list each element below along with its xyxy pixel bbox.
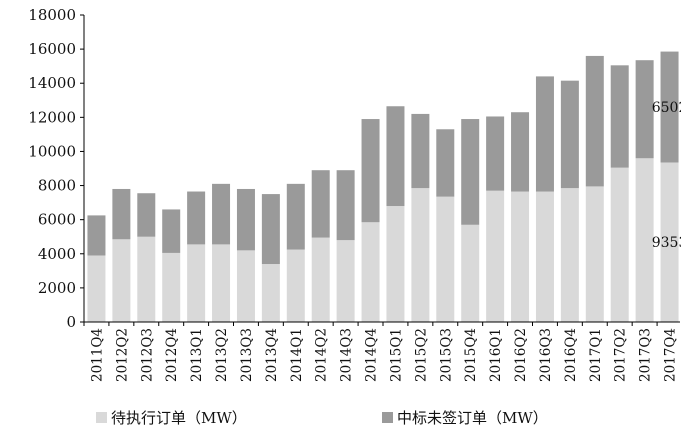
x-tick-label: 2016Q4: [563, 328, 579, 382]
x-tick-label: 2015Q1: [388, 328, 404, 382]
y-tick-label: 12000: [28, 108, 76, 126]
bar-pending-2013Q4: [261, 264, 280, 322]
bar-won-unsigned-2012Q3: [137, 193, 156, 237]
x-tick-label: 2013Q4: [264, 328, 280, 382]
bar-pending-2015Q1: [386, 206, 405, 322]
bar-won-unsigned-2013Q1: [187, 191, 206, 245]
legend-swatch-1: [382, 412, 393, 423]
y-tick-label: 14000: [28, 74, 76, 92]
x-tick-label: 2013Q2: [214, 328, 230, 382]
y-tick-label: 4000: [38, 245, 76, 263]
y-tick-label: 6000: [38, 211, 76, 229]
x-tick-label: 2012Q3: [139, 328, 155, 382]
bar-won-unsigned-2013Q2: [212, 183, 231, 245]
bars-layer: [87, 51, 679, 322]
x-tick-label: 2013Q1: [189, 328, 205, 382]
axes-layer: 0 2000 4000 6000 8000 10000 12000 14000 16000 180…: [28, 6, 681, 382]
bar-pending-2013Q2: [212, 244, 231, 322]
x-tick-label: 2014Q2: [314, 328, 330, 382]
bar-won-unsigned-2011Q4: [87, 215, 106, 256]
x-tick-label: 2017Q2: [613, 328, 629, 382]
bar-pending-2012Q4: [162, 252, 181, 322]
bar-won-unsigned-2013Q3: [236, 188, 255, 251]
bar-pending-2012Q3: [137, 236, 156, 322]
x-tick-label: 2016Q3: [538, 328, 554, 382]
bar-pending-2017Q2: [610, 167, 629, 322]
bar-won-unsigned-2015Q3: [436, 129, 455, 197]
bar-pending-2015Q3: [436, 196, 455, 322]
bar-won-unsigned-2016Q3: [535, 76, 554, 192]
x-tick-label: 2017Q4: [663, 328, 679, 382]
bar-pending-2017Q4: [660, 162, 679, 322]
x-tick-label: 2015Q2: [413, 328, 429, 382]
data-label: 6502: [652, 100, 681, 116]
data-label: 9353: [652, 235, 681, 251]
bar-won-unsigned-2017Q1: [585, 55, 604, 187]
bar-won-unsigned-2015Q2: [411, 113, 430, 189]
bar-won-unsigned-2014Q1: [286, 183, 305, 250]
x-tick-label: 2016Q1: [488, 328, 504, 382]
bar-won-unsigned-2012Q4: [162, 209, 181, 253]
bar-pending-2012Q2: [112, 239, 131, 322]
x-tick-label: 2011Q4: [89, 328, 105, 382]
x-tick-label: 2012Q4: [164, 328, 180, 382]
legend-swatch-0: [96, 412, 107, 423]
bar-won-unsigned-2016Q1: [486, 116, 505, 191]
y-tick-label: 10000: [28, 142, 76, 160]
bar-won-unsigned-2017Q3: [635, 60, 654, 159]
x-tick-label: 2014Q4: [364, 328, 380, 382]
bar-pending-2015Q2: [411, 188, 430, 322]
x-tick-label: 2015Q3: [438, 328, 454, 382]
y-tick-label: 18000: [28, 6, 76, 24]
bar-pending-2016Q1: [486, 190, 505, 322]
bar-pending-2011Q4: [87, 255, 106, 322]
y-tick-label: 0: [66, 313, 76, 331]
x-tick-label: 2014Q1: [289, 328, 305, 382]
x-tick-label: 2017Q3: [638, 328, 654, 382]
bar-pending-2015Q4: [461, 224, 480, 322]
y-tick-label: 2000: [38, 279, 76, 297]
bar-won-unsigned-2014Q4: [361, 119, 380, 223]
bar-pending-2014Q1: [286, 249, 305, 322]
x-tick-label: 2014Q3: [339, 328, 355, 382]
y-tick-label: 8000: [38, 177, 76, 195]
bar-pending-2017Q1: [585, 186, 604, 322]
bar-pending-2013Q3: [236, 250, 255, 322]
bar-won-unsigned-2015Q1: [386, 106, 405, 207]
bar-won-unsigned-2017Q4: [660, 51, 679, 163]
legend: 待执行订单（MW） 中标未签订单（MW）: [96, 409, 548, 427]
bar-won-unsigned-2014Q2: [311, 170, 330, 238]
x-tick-label: 2012Q2: [114, 328, 130, 382]
x-tick-label: 2016Q2: [513, 328, 529, 382]
bar-won-unsigned-2015Q4: [461, 119, 480, 225]
legend-label-1: 中标未签订单（MW）: [397, 409, 548, 427]
bar-won-unsigned-2017Q2: [610, 65, 629, 168]
bar-won-unsigned-2016Q4: [560, 80, 579, 189]
x-tick-label: 2017Q1: [588, 328, 604, 382]
bar-pending-2017Q3: [635, 158, 654, 322]
bar-pending-2014Q4: [361, 222, 380, 322]
bar-pending-2016Q2: [511, 191, 530, 322]
legend-label-0: 待执行订单（MW）: [111, 409, 247, 427]
bar-pending-2014Q3: [336, 240, 355, 322]
bar-pending-2014Q2: [311, 237, 330, 322]
bar-won-unsigned-2014Q3: [336, 170, 355, 241]
y-tick-label: 16000: [28, 40, 76, 58]
bar-won-unsigned-2013Q4: [261, 194, 280, 265]
bar-pending-2016Q3: [535, 191, 554, 322]
bar-won-unsigned-2016Q2: [511, 112, 530, 192]
bar-won-unsigned-2012Q2: [112, 188, 131, 240]
x-tick-label: 2013Q3: [239, 328, 255, 382]
bar-pending-2016Q4: [560, 188, 579, 322]
x-tick-label: 2015Q4: [463, 328, 479, 382]
bar-pending-2013Q1: [187, 244, 206, 322]
